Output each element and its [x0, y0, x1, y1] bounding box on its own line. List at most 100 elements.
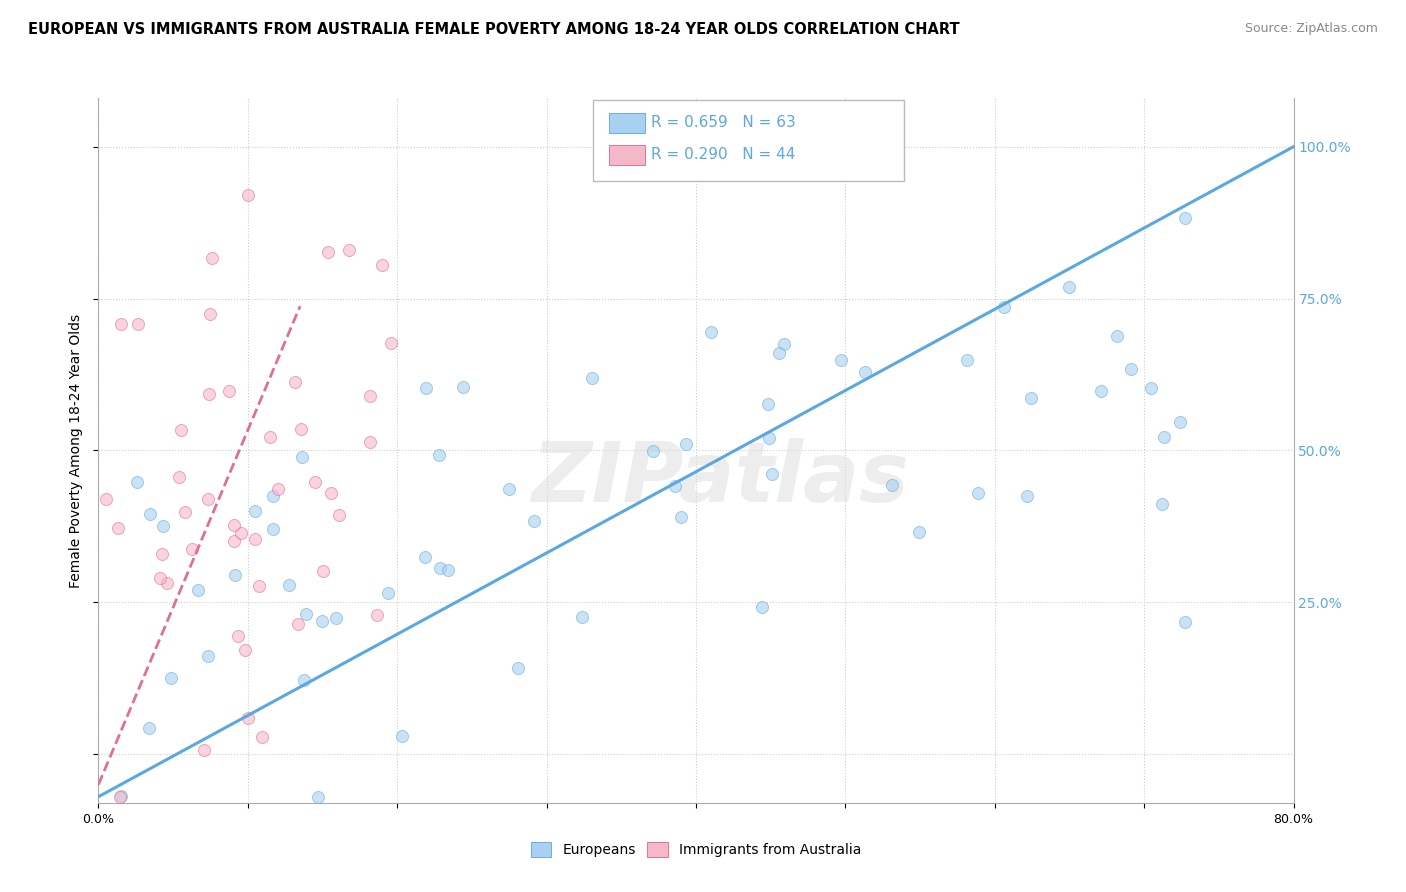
Point — [222, 518, 245, 533]
Point — [643, 444, 665, 458]
Point — [243, 533, 266, 547]
Point — [222, 533, 245, 548]
Point — [675, 437, 697, 451]
Point — [380, 336, 402, 351]
Point — [359, 389, 381, 403]
Point — [506, 661, 529, 675]
Point — [149, 571, 172, 585]
Point — [127, 318, 149, 332]
Point — [138, 721, 160, 735]
Point — [201, 251, 224, 265]
Point — [187, 582, 209, 597]
Point — [247, 579, 270, 593]
Point — [1090, 384, 1112, 398]
Point — [167, 470, 190, 484]
Point — [1174, 211, 1197, 225]
Point — [110, 789, 132, 804]
Point — [1153, 430, 1175, 444]
Point — [1121, 362, 1143, 376]
Point — [523, 514, 546, 528]
Point — [451, 380, 474, 394]
Point — [328, 508, 350, 522]
Text: EUROPEAN VS IMMIGRANTS FROM AUSTRALIA FEMALE POVERTY AMONG 18-24 YEAR OLDS CORRE: EUROPEAN VS IMMIGRANTS FROM AUSTRALIA FE… — [28, 22, 960, 37]
Point — [581, 371, 603, 385]
Point — [291, 450, 314, 464]
Point — [156, 575, 179, 590]
Point — [259, 430, 281, 444]
Point — [139, 507, 162, 521]
Point — [294, 607, 316, 621]
Point — [853, 365, 876, 379]
Point — [107, 521, 129, 535]
Point — [756, 397, 779, 411]
Point — [598, 128, 620, 142]
Point — [758, 431, 780, 445]
Point — [391, 729, 413, 743]
Point — [761, 467, 783, 482]
Point — [1019, 392, 1042, 406]
Point — [307, 789, 329, 804]
Point — [236, 711, 259, 725]
Point — [768, 345, 790, 359]
Point — [108, 789, 131, 804]
Point — [830, 353, 852, 368]
Point — [198, 307, 221, 321]
Text: ZIPatlas: ZIPatlas — [531, 438, 908, 519]
Point — [262, 522, 284, 536]
Point — [669, 510, 692, 524]
Point — [110, 318, 132, 332]
Point — [498, 482, 520, 496]
Point — [226, 629, 249, 643]
Point — [287, 617, 309, 632]
Point — [413, 550, 436, 565]
Y-axis label: Female Poverty Among 18-24 Year Olds: Female Poverty Among 18-24 Year Olds — [69, 313, 83, 588]
Point — [233, 642, 256, 657]
Point — [337, 243, 360, 257]
Point — [429, 561, 451, 575]
Point — [1174, 615, 1197, 629]
Point — [325, 611, 347, 625]
Point — [94, 492, 117, 507]
Point — [1015, 489, 1038, 503]
Text: Source: ZipAtlas.com: Source: ZipAtlas.com — [1244, 22, 1378, 36]
Point — [311, 564, 333, 578]
Point — [700, 325, 723, 339]
Point — [1107, 329, 1129, 343]
Point — [193, 743, 215, 757]
Point — [284, 375, 307, 389]
Point — [236, 188, 259, 202]
Point — [1150, 497, 1173, 511]
Text: R = 0.659   N = 63: R = 0.659 N = 63 — [651, 115, 796, 129]
Point — [907, 525, 929, 540]
Point — [359, 435, 381, 450]
Point — [152, 519, 174, 533]
Point — [311, 614, 333, 628]
Point — [292, 673, 315, 687]
Point — [967, 486, 990, 500]
Point — [170, 423, 193, 437]
Point — [1168, 415, 1191, 429]
Point — [371, 258, 394, 272]
Point — [197, 648, 219, 663]
Point — [290, 422, 312, 436]
Point — [1140, 381, 1163, 395]
Point — [160, 671, 183, 685]
Point — [218, 384, 240, 398]
Point — [197, 491, 219, 506]
Point — [243, 504, 266, 518]
Point — [278, 578, 301, 592]
Point — [571, 609, 593, 624]
Point — [125, 475, 148, 490]
Point — [304, 475, 326, 489]
Point — [993, 300, 1015, 314]
Point — [181, 542, 204, 557]
Point — [436, 563, 458, 577]
Point — [173, 505, 195, 519]
Point — [321, 485, 343, 500]
Point — [377, 585, 399, 599]
Point — [773, 336, 796, 351]
Point — [150, 547, 173, 561]
Point — [751, 600, 773, 615]
Point — [956, 353, 979, 368]
Point — [229, 526, 252, 541]
